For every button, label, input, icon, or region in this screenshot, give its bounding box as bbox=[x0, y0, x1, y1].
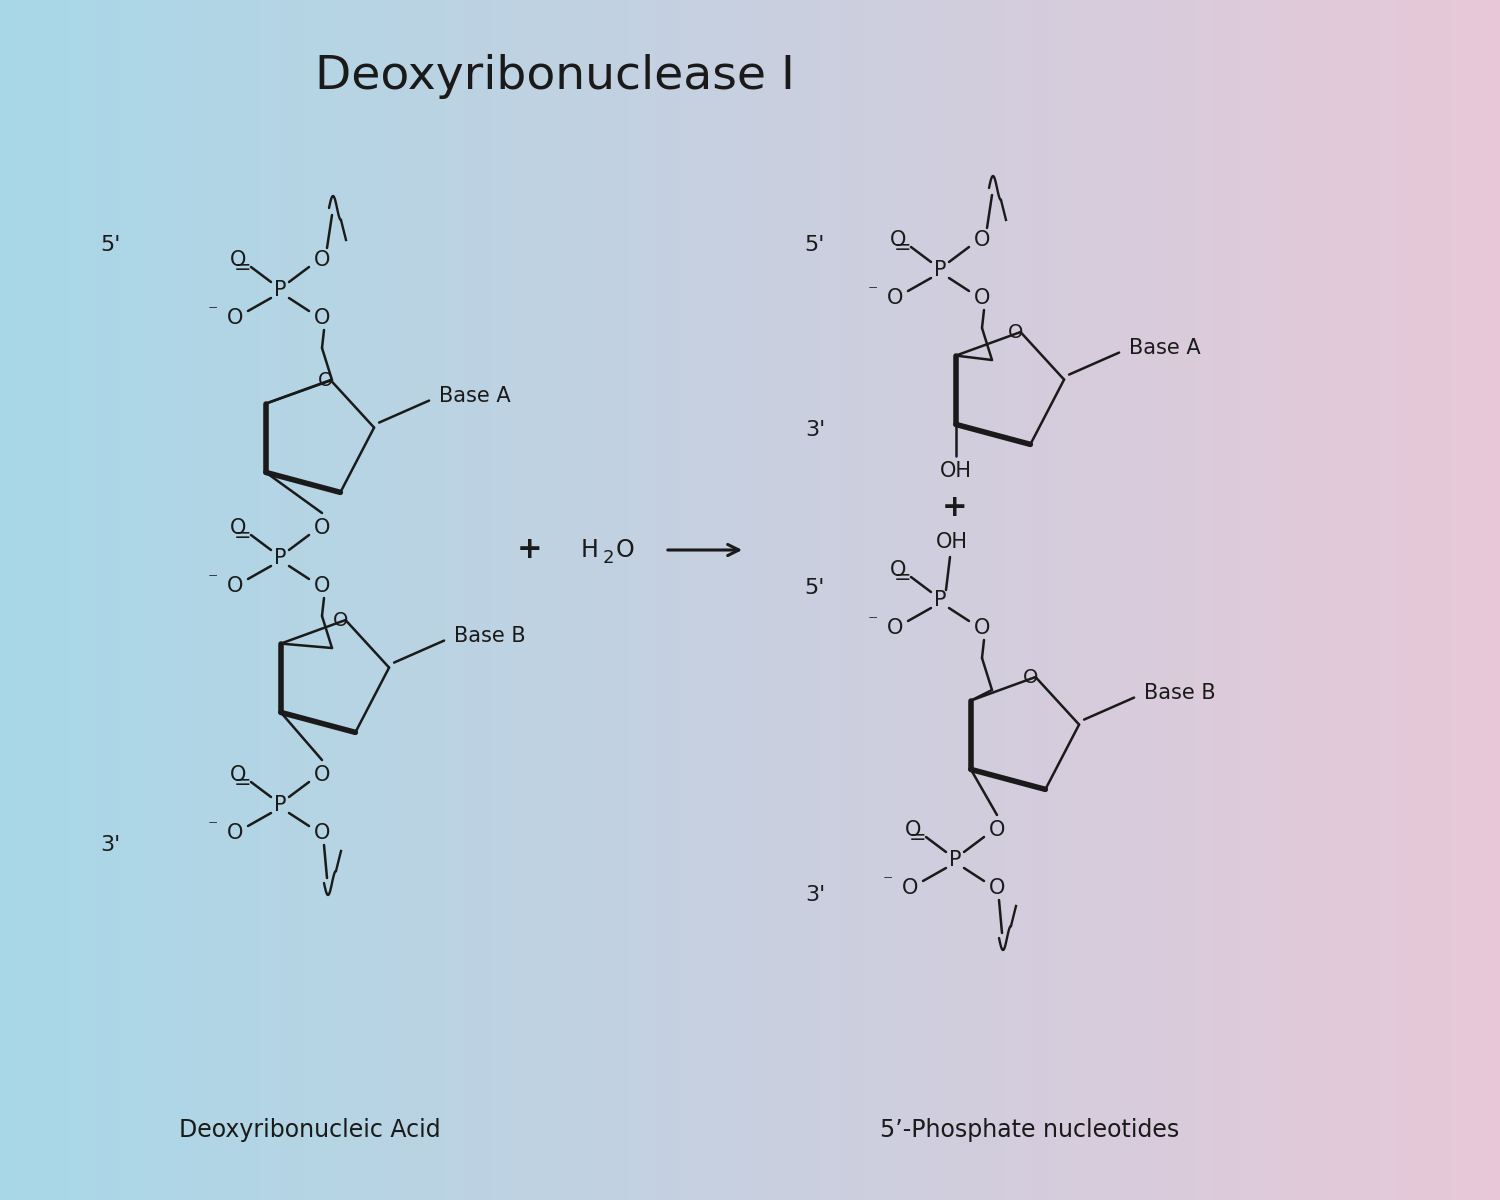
Text: O: O bbox=[988, 820, 1005, 840]
Text: +: + bbox=[942, 493, 968, 522]
Text: O: O bbox=[886, 288, 903, 308]
Text: O: O bbox=[226, 823, 243, 842]
Text: =: = bbox=[234, 526, 252, 546]
Text: =: = bbox=[234, 773, 252, 793]
Text: O: O bbox=[902, 878, 918, 898]
Text: Base A: Base A bbox=[1130, 337, 1200, 358]
Text: Deoxyribonucleic Acid: Deoxyribonucleic Acid bbox=[178, 1118, 441, 1142]
Text: O: O bbox=[314, 766, 330, 785]
Text: P: P bbox=[933, 260, 946, 280]
Text: O: O bbox=[974, 288, 990, 308]
Text: Deoxyribonuclease I: Deoxyribonuclease I bbox=[315, 54, 795, 98]
Text: O: O bbox=[226, 576, 243, 596]
Text: Base B: Base B bbox=[454, 625, 525, 646]
Text: 3': 3' bbox=[100, 835, 120, 854]
Text: O: O bbox=[314, 518, 330, 538]
Text: O: O bbox=[615, 538, 634, 562]
Text: ⁻: ⁻ bbox=[209, 302, 218, 322]
Text: O: O bbox=[314, 823, 330, 842]
Text: ⁻: ⁻ bbox=[884, 872, 892, 892]
Text: 3': 3' bbox=[806, 886, 825, 905]
Text: 2: 2 bbox=[602, 550, 613, 566]
Text: O: O bbox=[314, 308, 330, 328]
Text: Base A: Base A bbox=[440, 385, 510, 406]
Text: O: O bbox=[230, 250, 246, 270]
Text: P: P bbox=[933, 590, 946, 610]
Text: 5': 5' bbox=[806, 235, 825, 254]
Text: O: O bbox=[974, 618, 990, 638]
Text: ⁻: ⁻ bbox=[209, 817, 218, 836]
Text: P: P bbox=[273, 280, 286, 300]
Text: O: O bbox=[314, 576, 330, 596]
Text: O: O bbox=[974, 230, 990, 250]
Text: P: P bbox=[273, 794, 286, 815]
Text: O: O bbox=[890, 560, 906, 580]
Text: O: O bbox=[333, 611, 348, 630]
Text: O: O bbox=[890, 230, 906, 250]
Text: =: = bbox=[894, 568, 912, 588]
Text: P: P bbox=[273, 548, 286, 568]
Text: =: = bbox=[234, 258, 252, 278]
Text: 5': 5' bbox=[100, 235, 120, 254]
Text: ⁻: ⁻ bbox=[209, 570, 218, 589]
Text: ⁻: ⁻ bbox=[868, 612, 877, 631]
Text: =: = bbox=[909, 828, 927, 848]
Text: O: O bbox=[314, 250, 330, 270]
Text: Base B: Base B bbox=[1144, 683, 1215, 702]
Text: O: O bbox=[230, 518, 246, 538]
Text: O: O bbox=[1008, 323, 1023, 342]
Text: O: O bbox=[226, 308, 243, 328]
Text: 3': 3' bbox=[806, 420, 825, 440]
Text: O: O bbox=[1023, 667, 1038, 686]
Text: O: O bbox=[230, 766, 246, 785]
Text: +: + bbox=[518, 535, 543, 564]
Text: 5': 5' bbox=[806, 578, 825, 598]
Text: O: O bbox=[904, 820, 921, 840]
Text: ⁻: ⁻ bbox=[868, 282, 877, 301]
Text: OH: OH bbox=[936, 532, 968, 552]
Text: H: H bbox=[580, 538, 598, 562]
Text: 5’-Phosphate nucleotides: 5’-Phosphate nucleotides bbox=[880, 1118, 1179, 1142]
Text: O: O bbox=[988, 878, 1005, 898]
Text: OH: OH bbox=[940, 462, 972, 481]
Text: =: = bbox=[894, 238, 912, 258]
Text: O: O bbox=[318, 371, 333, 390]
Text: P: P bbox=[950, 850, 962, 870]
Text: O: O bbox=[886, 618, 903, 638]
